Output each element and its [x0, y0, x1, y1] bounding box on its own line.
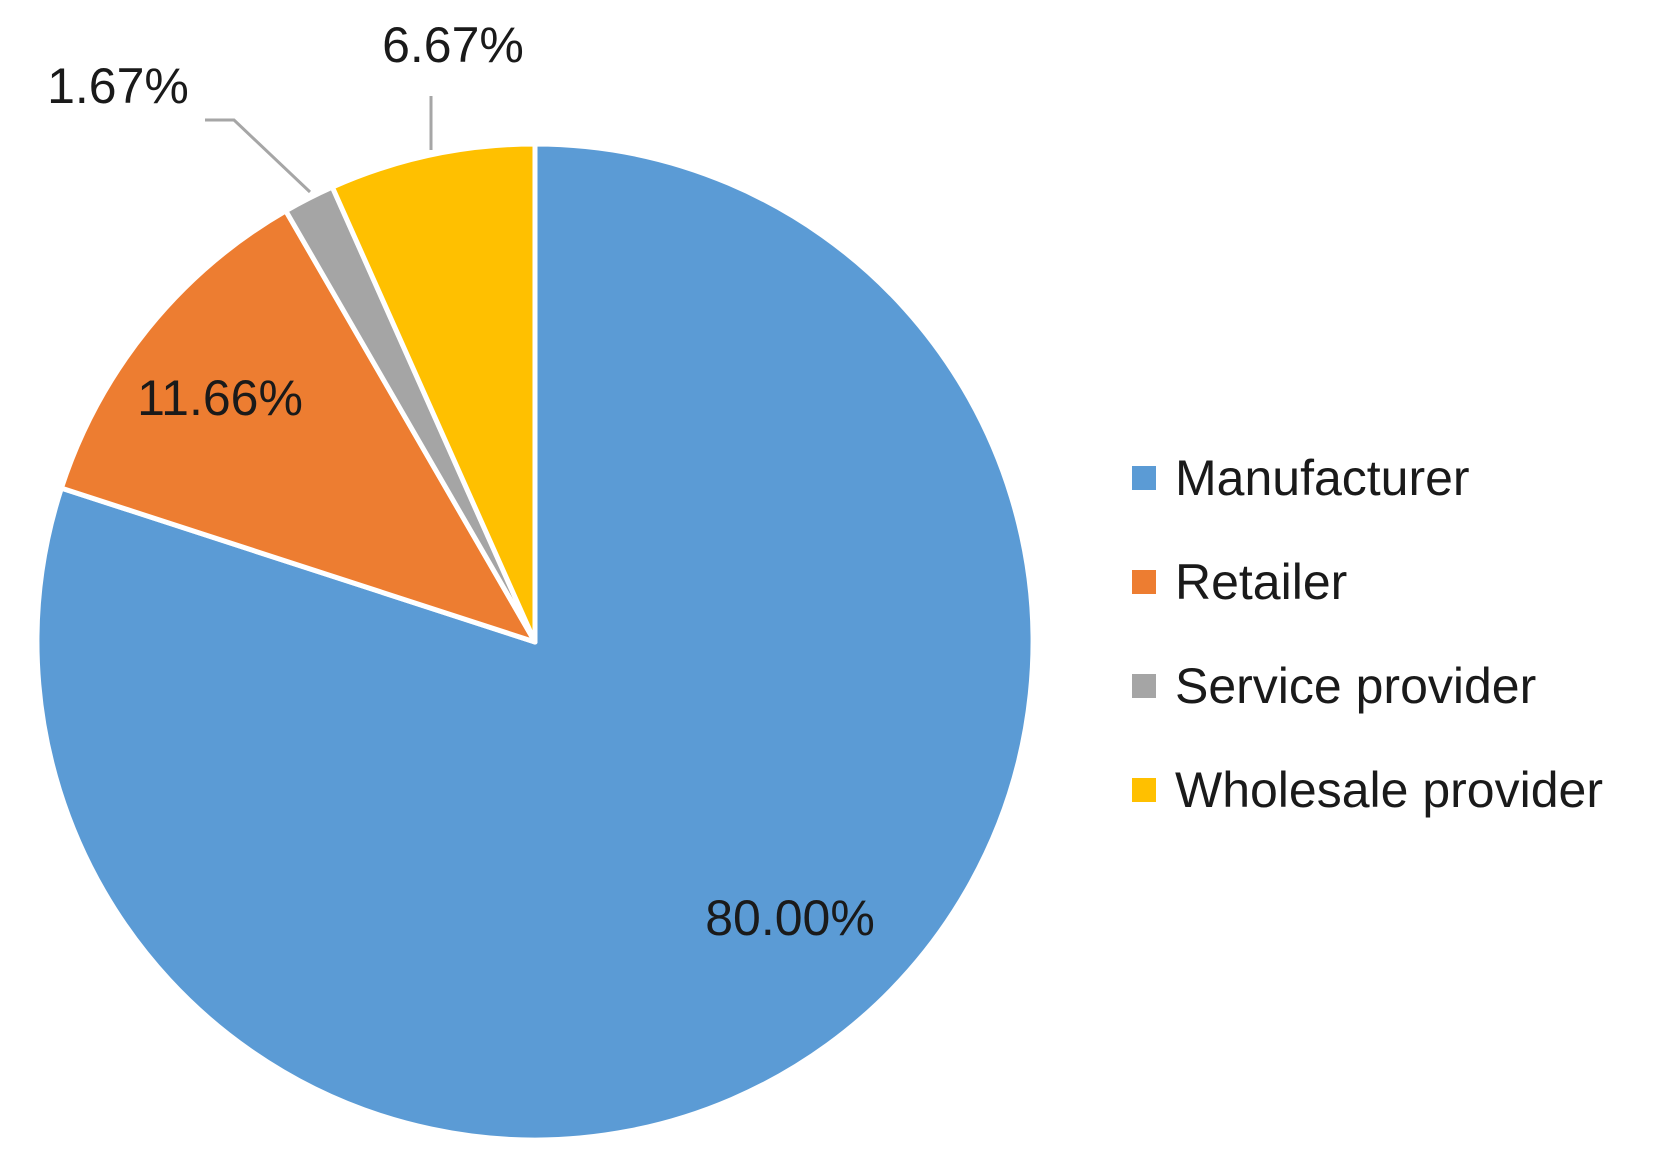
legend-label-wholesale-provider: Wholesale provider — [1175, 762, 1603, 818]
leader-line-service-provider — [205, 118, 312, 194]
pie-slices — [34, 141, 1036, 1143]
pie-slice-retailer — [58, 208, 538, 645]
data-label-manufacturer: 80.00% — [705, 890, 875, 946]
data-label-wholesale-provider: 6.67% — [382, 17, 524, 73]
legend-swatch-manufacturer — [1132, 466, 1156, 490]
data-labels: 80.00% 11.66% 1.67% 6.67% — [47, 17, 875, 946]
data-label-service-provider: 1.67% — [47, 58, 189, 114]
legend-swatch-service-provider — [1132, 674, 1156, 698]
leader-lines — [205, 96, 433, 194]
legend-swatch-retailer — [1132, 570, 1156, 594]
legend-swatch-wholesale-provider — [1132, 778, 1156, 802]
legend-label-manufacturer: Manufacturer — [1175, 450, 1470, 506]
legend-label-service-provider: Service provider — [1175, 658, 1536, 714]
data-label-retailer: 11.66% — [137, 370, 303, 426]
legend-label-retailer: Retailer — [1175, 554, 1347, 610]
pie-slice-wholesale-provider — [329, 141, 538, 645]
legend: Manufacturer Retailer Service provider Whol… — [1132, 450, 1603, 818]
